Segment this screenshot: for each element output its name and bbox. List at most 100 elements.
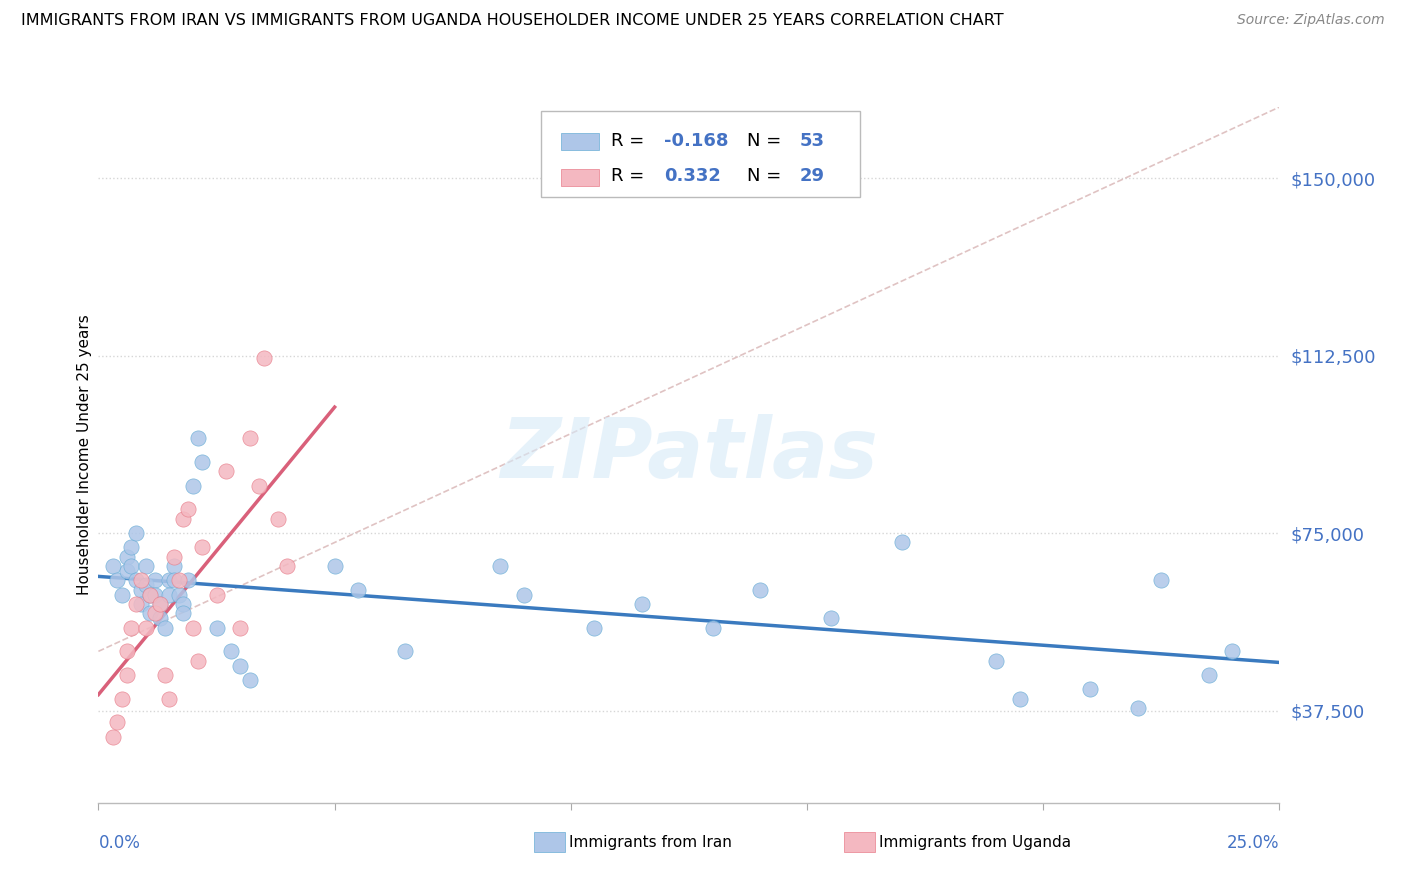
Point <box>583 621 606 635</box>
Point <box>1126 701 1149 715</box>
Point <box>163 559 186 574</box>
Point <box>181 478 204 492</box>
Y-axis label: Householder Income Under 25 years: Householder Income Under 25 years <box>77 315 91 595</box>
Point <box>115 564 138 578</box>
Point <box>1150 574 1173 588</box>
FancyBboxPatch shape <box>541 111 860 197</box>
Point <box>129 597 152 611</box>
Point <box>702 621 724 635</box>
Point <box>323 559 346 574</box>
Text: IMMIGRANTS FROM IRAN VS IMMIGRANTS FROM UGANDA HOUSEHOLDER INCOME UNDER 25 YEARS: IMMIGRANTS FROM IRAN VS IMMIGRANTS FROM … <box>21 13 1004 29</box>
Point <box>139 607 162 621</box>
Point <box>191 540 214 554</box>
FancyBboxPatch shape <box>561 133 599 150</box>
Point <box>177 574 200 588</box>
Point <box>276 559 298 574</box>
Point <box>121 540 143 554</box>
Point <box>121 621 143 635</box>
Point <box>229 658 252 673</box>
Point <box>172 597 194 611</box>
Text: 53: 53 <box>800 132 825 150</box>
Point <box>111 691 134 706</box>
Point <box>205 588 228 602</box>
Point <box>153 621 176 635</box>
Text: Immigrants from Iran: Immigrants from Iran <box>569 835 733 849</box>
Text: R =: R = <box>612 132 650 150</box>
Point <box>143 607 166 621</box>
Text: -0.168: -0.168 <box>664 132 728 150</box>
Point <box>172 607 194 621</box>
Point <box>143 574 166 588</box>
Point <box>111 588 134 602</box>
Point <box>489 559 512 574</box>
Point <box>890 535 912 549</box>
Point <box>177 502 200 516</box>
Text: N =: N = <box>747 168 787 186</box>
Point <box>215 465 238 479</box>
Point <box>149 597 172 611</box>
Point <box>172 512 194 526</box>
Point <box>139 588 162 602</box>
Point <box>157 588 180 602</box>
Point <box>129 574 152 588</box>
Point <box>748 582 770 597</box>
Point <box>115 549 138 564</box>
Point <box>1080 682 1102 697</box>
Point <box>163 574 186 588</box>
Point <box>239 673 262 687</box>
Point <box>820 611 842 625</box>
Point <box>167 588 190 602</box>
Point <box>630 597 652 611</box>
Point <box>394 644 416 658</box>
Text: ZIPatlas: ZIPatlas <box>501 415 877 495</box>
Point <box>229 621 252 635</box>
Point <box>149 611 172 625</box>
Point <box>253 351 276 365</box>
Text: 25.0%: 25.0% <box>1227 834 1279 852</box>
Point <box>157 691 180 706</box>
Point <box>267 512 290 526</box>
Text: Immigrants from Uganda: Immigrants from Uganda <box>879 835 1071 849</box>
Point <box>135 621 157 635</box>
Text: 29: 29 <box>800 168 825 186</box>
Point <box>347 582 370 597</box>
Point <box>143 588 166 602</box>
Text: Source: ZipAtlas.com: Source: ZipAtlas.com <box>1237 13 1385 28</box>
Point <box>105 574 128 588</box>
Text: 0.332: 0.332 <box>664 168 721 186</box>
Point <box>101 730 124 744</box>
Point <box>105 715 128 730</box>
Point <box>512 588 534 602</box>
Point <box>135 578 157 592</box>
Point <box>984 654 1007 668</box>
Point <box>205 621 228 635</box>
Point <box>1008 691 1031 706</box>
Point <box>129 582 152 597</box>
Point <box>187 654 209 668</box>
Point <box>115 644 138 658</box>
Point <box>157 574 180 588</box>
Point <box>101 559 124 574</box>
Point <box>181 621 204 635</box>
Text: R =: R = <box>612 168 650 186</box>
Point <box>187 431 209 445</box>
Point <box>125 526 148 541</box>
Point <box>135 559 157 574</box>
Point <box>121 559 143 574</box>
Text: 0.0%: 0.0% <box>98 834 141 852</box>
Point <box>125 597 148 611</box>
Point <box>163 549 186 564</box>
Point <box>139 588 162 602</box>
FancyBboxPatch shape <box>561 169 599 186</box>
Point <box>1198 668 1220 682</box>
Point <box>1220 644 1243 658</box>
Point <box>115 668 138 682</box>
Point <box>167 574 190 588</box>
Point <box>149 597 172 611</box>
Point <box>247 478 270 492</box>
Point <box>191 455 214 469</box>
Point <box>125 574 148 588</box>
Point <box>239 431 262 445</box>
Point <box>153 668 176 682</box>
Point <box>219 644 242 658</box>
